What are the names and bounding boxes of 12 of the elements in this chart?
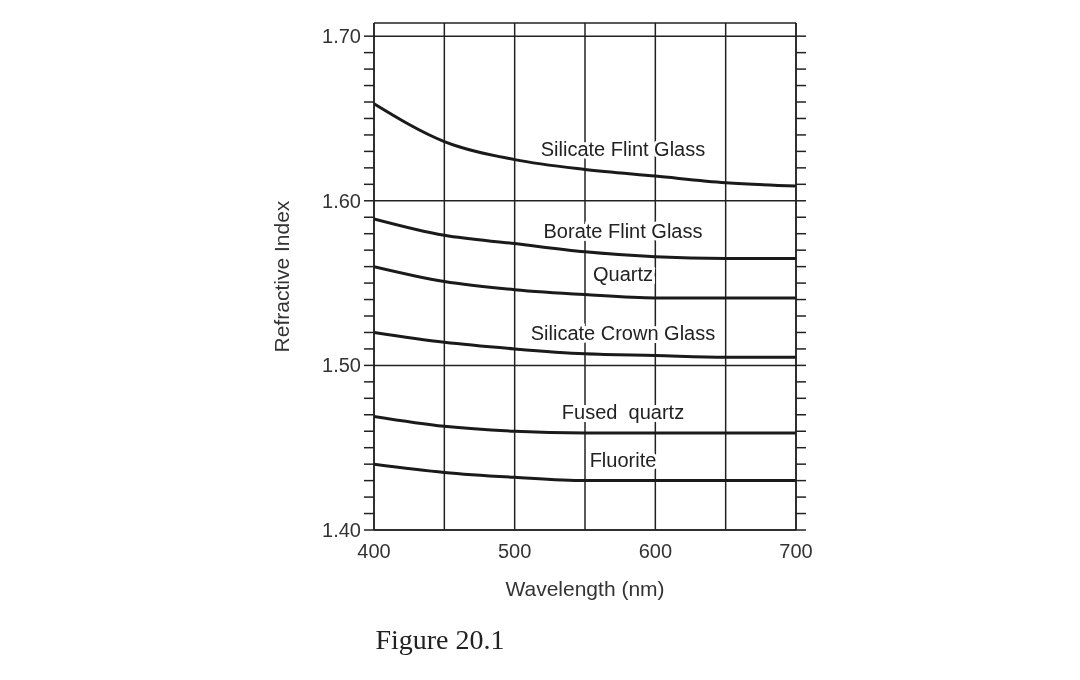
x-tick-label: 600 — [638, 540, 673, 562]
y-tick-label: 1.50 — [322, 354, 361, 377]
x-tick-label: 500 — [497, 540, 532, 562]
y-tick-label: 1.40 — [322, 519, 361, 541]
series-label: Quartz — [592, 262, 654, 285]
x-axis-title: Wavelength (nm) — [505, 577, 665, 600]
y-tick-label: 1.70 — [322, 25, 361, 48]
x-tick-label: 700 — [779, 540, 813, 562]
y-axis-title: Refractive Index — [270, 200, 294, 353]
caption: Figure 20.1 — [374, 624, 506, 656]
y-tick-label: 1.60 — [322, 189, 361, 212]
x-tick-label: 400 — [357, 540, 391, 562]
